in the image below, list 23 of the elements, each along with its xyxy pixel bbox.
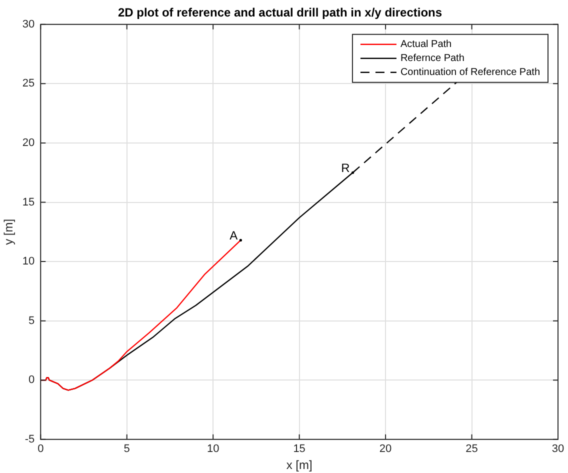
y-axis-title: y [m] [2,218,16,245]
annotation: R [341,160,350,175]
x-tick-label: 5 [124,443,130,456]
x-axis-title: x [m] [286,458,312,472]
chart-title: 2D plot of reference and actual drill path in x/y directions [118,6,442,20]
x-tick-label: 0 [38,443,44,456]
x-tick-label: 20 [379,443,392,456]
y-tick-label: 5 [28,314,35,327]
y-tick-label: 20 [22,137,35,150]
y-tick-label: 0 [28,374,35,386]
x-tick-label: 15 [293,443,306,456]
legend-label: Refernce Path [400,53,464,64]
y-tick-label: 15 [22,196,35,208]
legend-label: Actual Path [400,39,452,50]
legend-label: Continuation of Reference Path [400,67,540,78]
y-tick-label: 25 [22,78,35,90]
y-tick-label: 30 [22,18,35,30]
y-tick-label: 10 [22,256,35,268]
x-tick-label: 30 [552,443,564,456]
x-tick-label: 10 [206,443,220,456]
x-tick-label: 25 [466,443,478,456]
annotation: A [230,228,238,243]
y-tick-label: -5 [24,433,35,446]
